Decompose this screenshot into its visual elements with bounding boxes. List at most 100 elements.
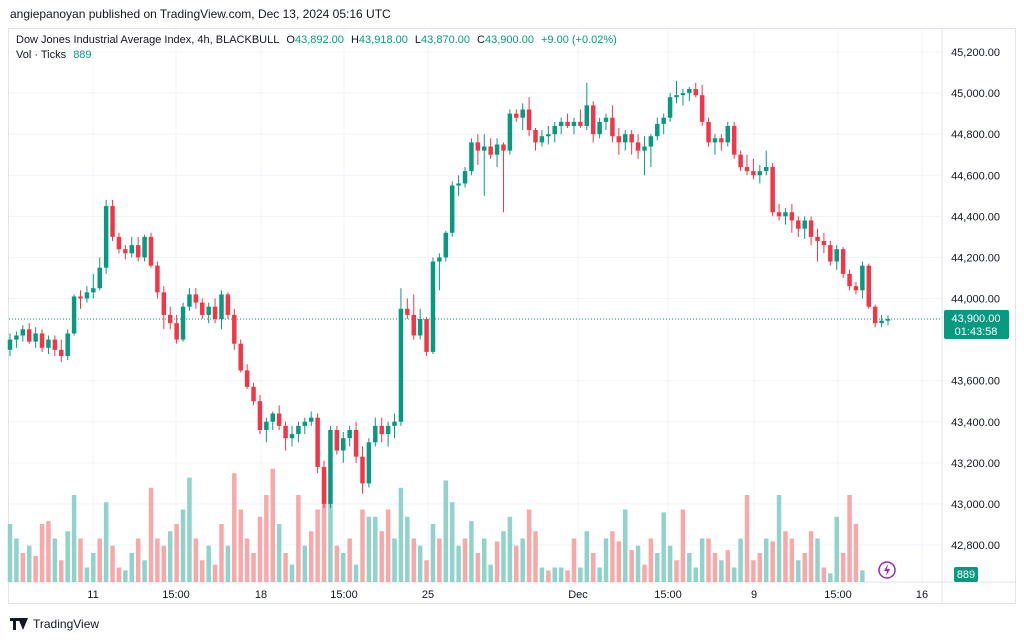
candle-body — [174, 323, 179, 340]
candle-body — [616, 136, 622, 143]
candle-body — [449, 185, 455, 233]
volume-bar — [129, 553, 135, 582]
candle-body — [46, 339, 51, 348]
x-tick-label: 25 — [422, 589, 434, 601]
volume-bar — [449, 502, 455, 582]
change-value: +9.00 (+0.02%) — [541, 34, 617, 46]
volume-bar — [469, 521, 474, 582]
symbol-title[interactable]: Dow Jones Industrial Average Index, 4h, … — [16, 34, 280, 46]
candle-body — [373, 425, 378, 443]
volume-bar — [135, 538, 141, 582]
volume-bar — [648, 538, 654, 582]
volume-bar — [603, 538, 609, 582]
candle-body — [533, 130, 538, 143]
candle-body — [360, 456, 365, 484]
y-tick-label: 44,600.00 — [951, 170, 1000, 182]
candle-body — [674, 95, 679, 98]
volume-bar — [712, 553, 718, 582]
volume-bar — [821, 567, 827, 582]
candle-body — [219, 294, 224, 320]
candle-body — [642, 146, 647, 151]
candle-body — [757, 171, 763, 176]
volume-bar — [520, 538, 525, 582]
volume-bar — [97, 538, 102, 582]
candle-body — [719, 138, 724, 143]
high-label: H — [350, 34, 359, 46]
volume-bar — [744, 495, 750, 582]
x-tick-label: 9 — [751, 589, 757, 601]
candle-body — [693, 88, 698, 96]
volume-bar — [366, 516, 372, 582]
x-tick-label: 16 — [916, 589, 928, 601]
lightning-icon[interactable] — [878, 561, 896, 579]
volume-bar — [14, 538, 19, 582]
volume-bar — [46, 521, 51, 582]
volume-bar — [334, 545, 340, 582]
volume-label[interactable]: Vol · Ticks — [16, 49, 67, 61]
candle-body — [347, 429, 352, 439]
candle-body — [206, 306, 211, 315]
open-label: O — [286, 34, 295, 46]
candle-body — [353, 429, 359, 457]
volume-bar — [699, 538, 705, 582]
candle-body — [622, 134, 628, 143]
volume-bar — [725, 550, 731, 582]
volume-bar — [462, 538, 468, 582]
volume-bar — [776, 495, 782, 582]
y-tick-label: 44,400.00 — [951, 211, 1000, 223]
publisher-line: angiepanoyan published on TradingView.co… — [10, 7, 391, 21]
volume-bar — [264, 495, 269, 582]
volume-bar — [693, 567, 698, 582]
candle-body — [244, 370, 250, 387]
candle-body — [129, 245, 135, 254]
candle-body — [270, 413, 276, 422]
volume-bar — [526, 509, 532, 582]
candle-body — [59, 349, 64, 357]
candle-body — [687, 88, 692, 94]
candle-body — [853, 286, 859, 291]
volume-bar — [39, 524, 45, 582]
volume-bar — [680, 509, 686, 582]
volume-bar — [347, 538, 352, 582]
candle-body — [885, 319, 891, 321]
candle-body — [110, 206, 115, 237]
candle-body — [770, 167, 775, 213]
volume-bar — [84, 567, 90, 582]
y-tick-label: 44,800.00 — [951, 129, 1000, 141]
candle-body — [123, 249, 128, 254]
candle-body — [802, 220, 807, 229]
volume-bar — [174, 524, 179, 582]
high-value: 43,918.00 — [358, 34, 408, 46]
candle-body — [276, 413, 282, 426]
volume-bar — [552, 567, 557, 582]
candle-body — [308, 417, 314, 422]
volume-bar — [244, 538, 250, 582]
candle-body — [392, 421, 397, 426]
y-tick-label: 45,000.00 — [951, 88, 1000, 100]
candle-body — [488, 146, 493, 155]
volume-bar — [507, 516, 513, 582]
volume-bar — [91, 553, 96, 582]
volume-bar — [763, 538, 769, 582]
candle-body — [494, 144, 500, 155]
volume-bar — [7, 524, 13, 582]
volume-bar — [276, 524, 282, 582]
volume-bar — [116, 567, 122, 582]
candle-body — [321, 466, 327, 504]
candle-body — [738, 154, 743, 168]
volume-bar — [501, 531, 506, 582]
volume-bar — [860, 570, 865, 582]
footer-brand[interactable]: TradingView — [10, 617, 99, 631]
x-tick-label: 11 — [87, 589, 98, 601]
volume-bar — [546, 570, 551, 582]
x-tick-label: 15:00 — [330, 589, 358, 601]
volume-bar — [757, 553, 763, 582]
open-value: 43,892.00 — [294, 34, 344, 46]
volume-bar — [52, 538, 58, 582]
candle-body — [405, 308, 410, 315]
candle-body — [379, 425, 384, 435]
candle-body — [33, 333, 38, 342]
volume-bar — [417, 545, 423, 582]
volume-bar — [424, 560, 429, 582]
